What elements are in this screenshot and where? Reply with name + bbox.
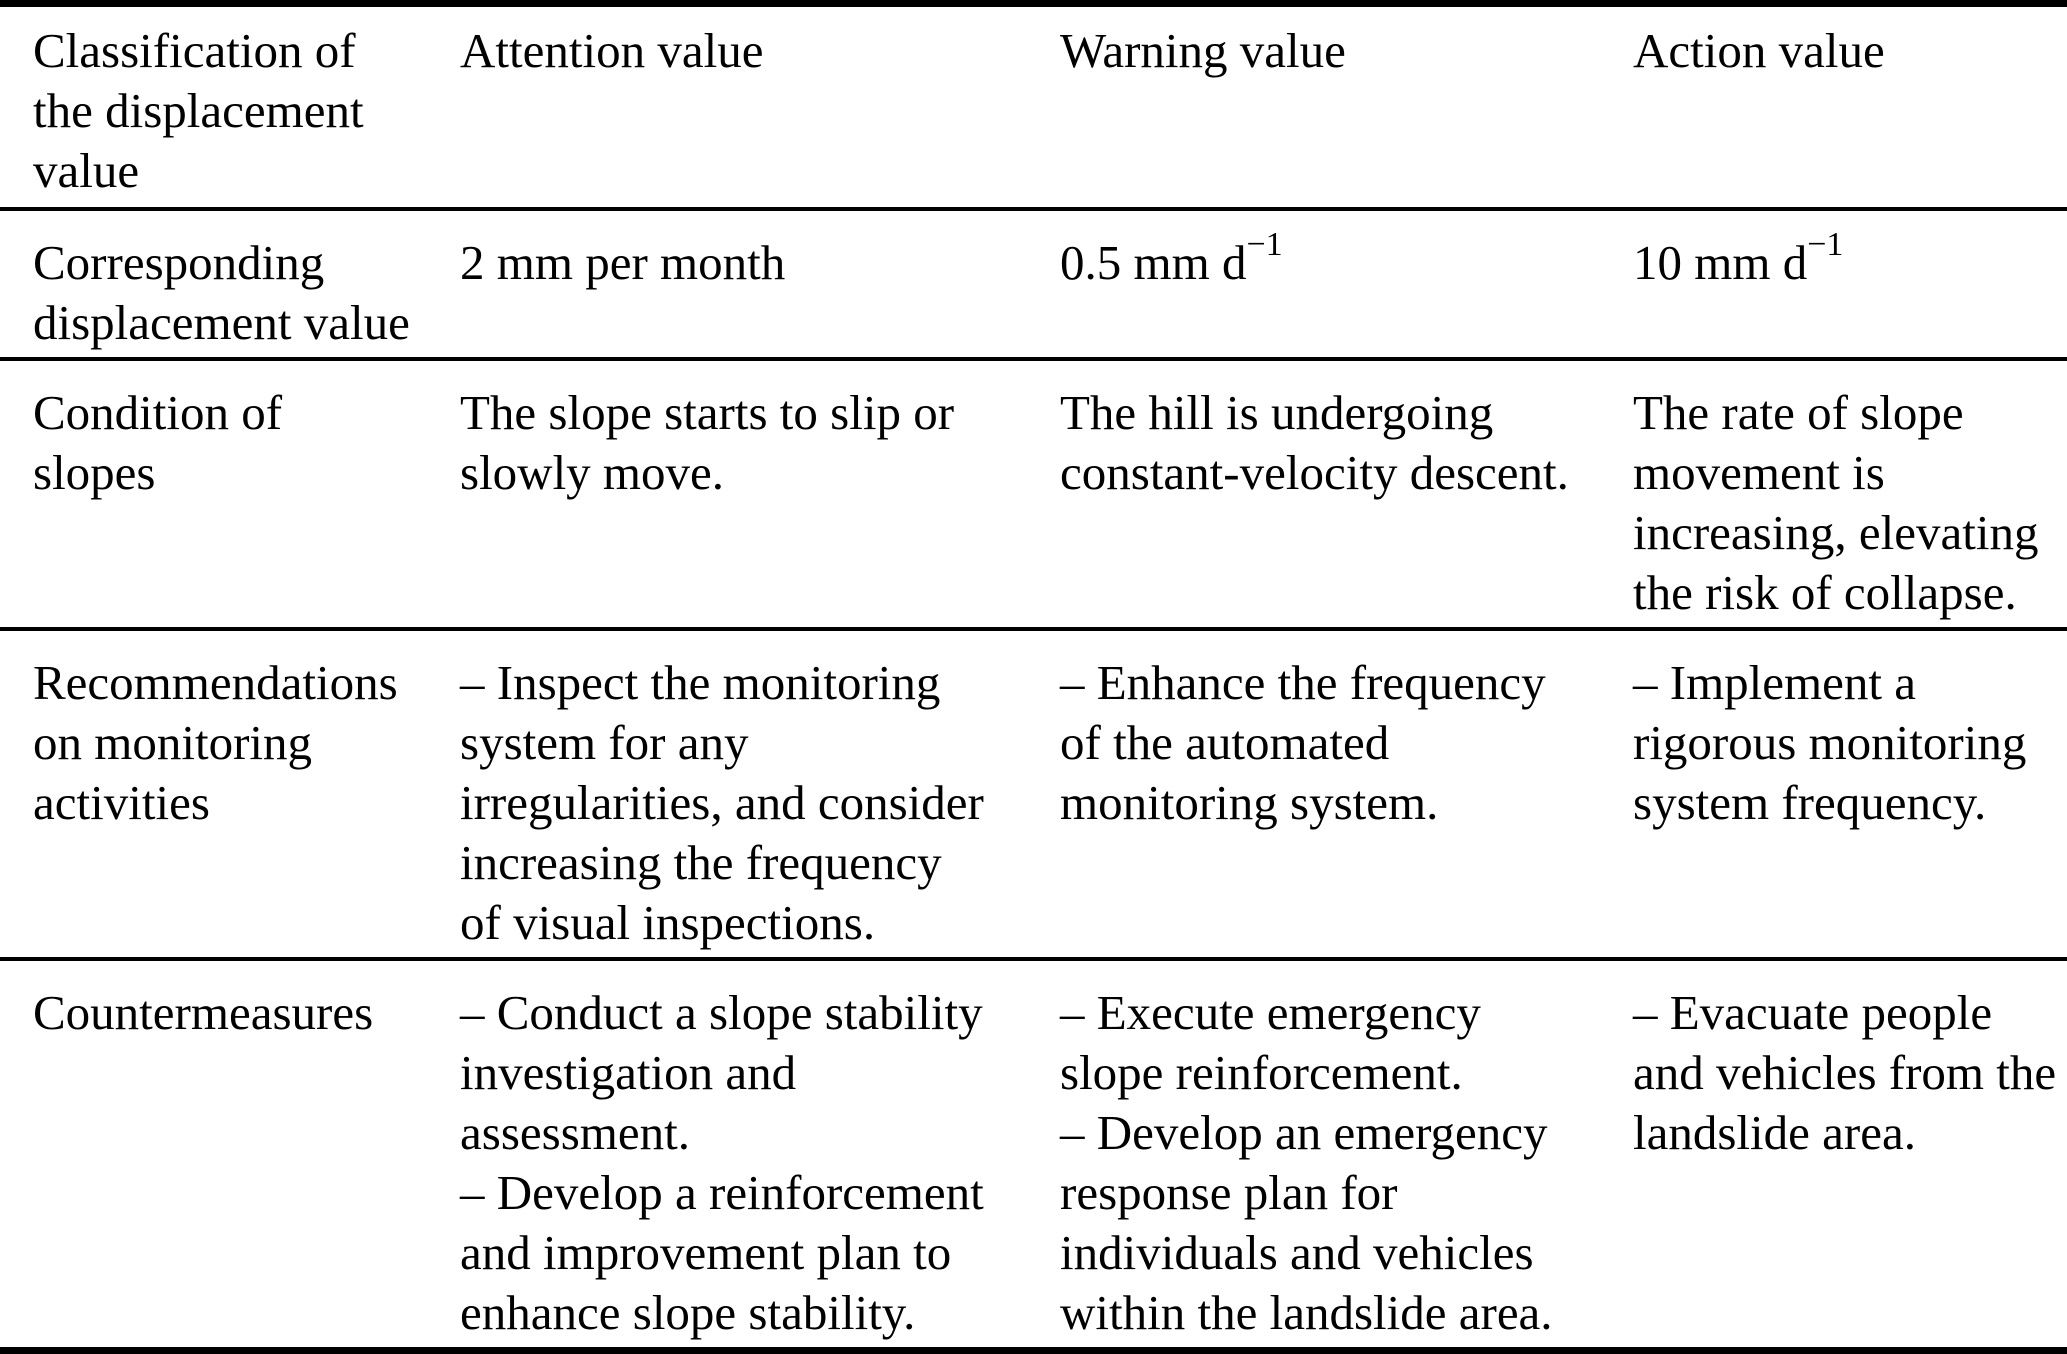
cell-countermeasures-action: – Evacuate people and vehicles from the …	[1633, 985, 2057, 1160]
header-cell-warning-value: Warning value	[1060, 23, 1346, 78]
cell-recommendations-action: – Implement a rigorous monitoring system…	[1633, 655, 2027, 830]
table-row-displacement-value: Corresponding displacement value 2 mm pe…	[0, 209, 2067, 359]
row-label-monitoring-recommendations: Recommendations on monitoring activities	[33, 655, 398, 830]
cell-displacement-action: 10 mm d−1	[1633, 209, 2067, 359]
table-header-row: Classification of the displacement value…	[0, 4, 2067, 210]
cell-displacement-warning: 0.5 mm d−1	[1060, 209, 1633, 359]
cell-condition-attention: The slope starts to slip or slowly move.	[460, 385, 955, 500]
table-row-condition-of-slopes: Condition of slopes The slope starts to …	[0, 359, 2067, 629]
cell-condition-warning: The hill is undergoing constant-velocity…	[1060, 385, 1569, 500]
unit-value-base: 10 mm d	[1633, 235, 1808, 290]
table-row-countermeasures: Countermeasures – Conduct a slope stabil…	[0, 959, 2067, 1351]
table-row-monitoring-recommendations: Recommendations on monitoring activities…	[0, 629, 2067, 959]
header-cell-classification: Classification of the displacement value	[33, 23, 364, 198]
cell-condition-action: The rate of slope movement is increasing…	[1633, 385, 2039, 620]
row-label-condition-of-slopes: Condition of slopes	[33, 385, 283, 500]
header-cell-attention-value: Attention value	[460, 23, 764, 78]
row-label-countermeasures: Countermeasures	[33, 985, 374, 1040]
cell-recommendations-attention: – Inspect the monitoring system for any …	[460, 655, 984, 950]
cell-countermeasures-warning: – Execute emergency slope reinforcement.…	[1060, 985, 1553, 1340]
cell-displacement-attention: 2 mm per month	[460, 235, 786, 290]
row-label-displacement-value: Corresponding displacement value	[33, 235, 410, 350]
header-cell-action-value: Action value	[1633, 23, 1885, 78]
unit-value-superscript: −1	[1807, 226, 1844, 263]
cell-countermeasures-attention: – Conduct a slope stability investigatio…	[460, 985, 984, 1340]
cell-recommendations-warning: – Enhance the frequency of the automated…	[1060, 655, 1546, 830]
unit-value-base: 0.5 mm d	[1060, 235, 1247, 290]
unit-value-superscript: −1	[1246, 226, 1283, 263]
